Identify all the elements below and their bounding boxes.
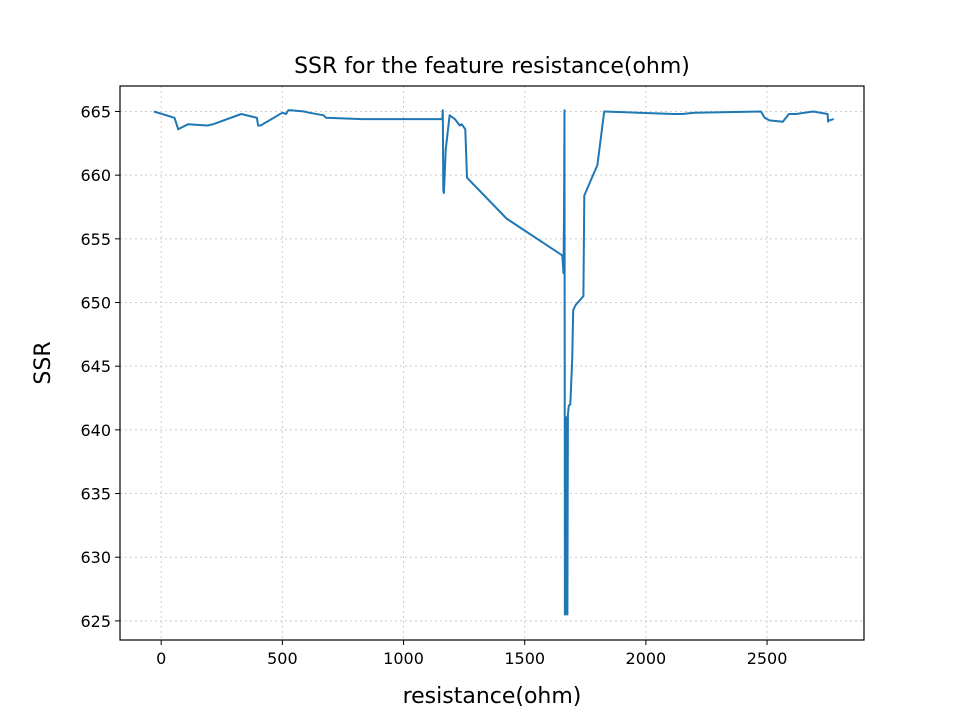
x-tick-label: 0 bbox=[156, 649, 166, 668]
x-tick-label: 2500 bbox=[747, 649, 788, 668]
x-axis-label: resistance(ohm) bbox=[403, 684, 582, 709]
y-tick-label: 660 bbox=[80, 166, 111, 185]
y-tick-label: 655 bbox=[80, 230, 111, 249]
series-layer bbox=[153, 109, 834, 616]
ssr-series-line bbox=[153, 109, 834, 616]
x-tick-label: 500 bbox=[267, 649, 298, 668]
axis-ticks: 0 500 1000 1500 2000 2500 625 630 635 640 645 650 65… bbox=[80, 102, 787, 668]
x-tick-label: 2000 bbox=[626, 649, 667, 668]
y-axis-label: SSR bbox=[31, 341, 56, 384]
chart-title: SSR for the feature resistance(ohm) bbox=[294, 54, 690, 79]
y-tick-label: 635 bbox=[80, 485, 111, 504]
x-tick-label: 1500 bbox=[504, 649, 545, 668]
y-tick-label: 630 bbox=[80, 548, 111, 567]
y-tick-label: 665 bbox=[80, 102, 111, 121]
y-tick-label: 625 bbox=[80, 612, 111, 631]
y-tick-label: 650 bbox=[80, 294, 111, 313]
x-tick-label: 1000 bbox=[383, 649, 424, 668]
plot-frame bbox=[119, 85, 865, 641]
y-tick-label: 645 bbox=[80, 357, 111, 376]
y-tick-label: 640 bbox=[80, 421, 111, 440]
